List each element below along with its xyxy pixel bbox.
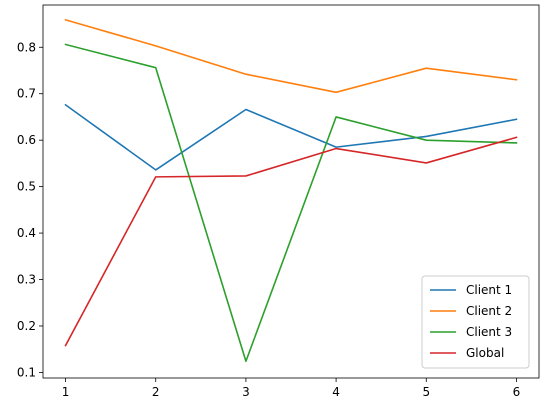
y-tick-label: 0.7 (17, 87, 36, 101)
series-layer (64, 18, 518, 363)
legend-box (421, 275, 530, 369)
y-tick-label: 0.3 (17, 273, 36, 287)
series-line-global (64, 136, 518, 347)
legend-label-global: Global (466, 346, 504, 360)
series-line-client-1 (64, 103, 518, 171)
x-tick-label: 2 (152, 385, 160, 399)
x-tick-label: 4 (332, 385, 340, 399)
plot-area (42, 4, 540, 379)
x-tick-label: 1 (62, 385, 70, 399)
legend-label-client-1: Client 1 (466, 283, 512, 297)
legend-label-client-2: Client 2 (466, 304, 512, 318)
series-line-client-3 (64, 43, 518, 363)
x-tick-label: 6 (513, 385, 521, 399)
x-tick-label: 3 (242, 385, 250, 399)
y-tick-label: 0.5 (17, 180, 36, 194)
y-tick-label: 0.6 (17, 133, 36, 147)
x-axis: 1 2 3 4 5 6 (62, 378, 521, 399)
y-tick-label: 0.8 (17, 40, 36, 54)
x-tick-label: 5 (422, 385, 430, 399)
legend: Client 1 Client 2 Client 3 Global (421, 275, 530, 369)
y-axis: 0.1 0.2 0.3 0.4 0.5 0.6 0.7 0.8 (17, 40, 43, 379)
legend-label-client-3: Client 3 (466, 325, 512, 339)
y-tick-label: 0.1 (17, 365, 36, 379)
y-tick-label: 0.2 (17, 319, 36, 333)
axes-frame (42, 4, 540, 379)
series-line-client-2 (64, 18, 518, 94)
y-tick-label: 0.4 (17, 226, 36, 240)
